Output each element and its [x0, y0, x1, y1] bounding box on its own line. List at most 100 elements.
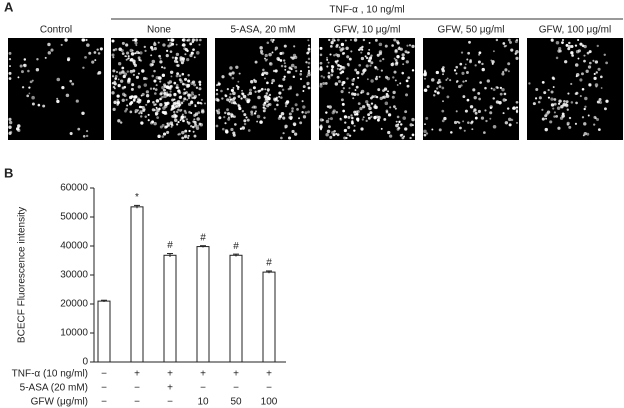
cell — [333, 54, 336, 57]
cell — [396, 127, 400, 131]
cell — [344, 121, 347, 124]
cell — [515, 56, 519, 60]
cell — [166, 93, 170, 97]
cell — [257, 95, 261, 100]
cell — [575, 101, 578, 105]
cell — [439, 81, 442, 84]
cell — [182, 100, 185, 102]
cell — [406, 44, 409, 47]
cell — [532, 102, 536, 106]
cell — [250, 112, 254, 116]
cell — [151, 59, 156, 64]
cell — [343, 136, 347, 140]
y-axis-label: BCECF Fluorescence intensity — [17, 207, 28, 343]
cell — [605, 61, 608, 65]
cell — [154, 92, 157, 95]
cell — [350, 50, 353, 53]
cell — [192, 48, 195, 52]
cell — [69, 132, 73, 136]
cell — [346, 132, 350, 137]
cell — [47, 42, 51, 47]
cell — [339, 118, 343, 121]
cell — [570, 101, 574, 104]
cell — [235, 84, 238, 87]
cell — [112, 56, 115, 59]
cell — [191, 40, 195, 44]
cell — [187, 134, 190, 137]
cell — [329, 53, 332, 56]
cell — [319, 53, 323, 57]
cell — [412, 133, 414, 136]
cell — [464, 109, 468, 113]
cell — [600, 87, 603, 89]
cell — [126, 80, 131, 84]
cell — [593, 115, 597, 119]
cell — [169, 90, 172, 93]
cell — [156, 108, 160, 113]
cell — [549, 120, 553, 124]
cell — [319, 82, 323, 86]
cell — [267, 96, 271, 101]
cell — [555, 41, 560, 45]
cell — [246, 118, 250, 122]
cell — [224, 111, 227, 115]
cell — [351, 116, 354, 120]
cell — [394, 49, 398, 53]
cell — [145, 77, 148, 80]
cell — [370, 96, 373, 100]
cell — [393, 38, 397, 42]
cell — [574, 44, 578, 47]
cell — [139, 51, 143, 55]
cell — [140, 105, 143, 108]
cell — [319, 61, 323, 65]
cell — [341, 102, 345, 106]
cell — [453, 69, 457, 72]
cell — [263, 101, 267, 105]
cell — [411, 69, 415, 72]
cell — [577, 57, 580, 60]
treatment-value: − — [134, 383, 140, 394]
cell — [268, 93, 272, 97]
cell — [192, 130, 195, 133]
cell — [196, 117, 200, 121]
cell — [127, 57, 130, 60]
treatment-value: − — [101, 383, 107, 394]
cell — [570, 44, 574, 48]
cell — [284, 65, 287, 68]
cell — [123, 72, 128, 76]
cell — [477, 91, 481, 95]
cell — [159, 103, 163, 107]
cell — [353, 124, 356, 127]
cell — [262, 68, 265, 72]
cell — [293, 45, 296, 48]
treatment-value: − — [233, 383, 239, 394]
cell — [515, 100, 519, 104]
cell — [146, 101, 149, 104]
cell — [175, 43, 178, 46]
cell — [557, 126, 561, 130]
cell — [483, 131, 486, 134]
cell — [335, 111, 339, 114]
cell — [436, 87, 439, 90]
bar — [97, 300, 111, 363]
cell — [336, 133, 340, 137]
cell — [356, 93, 360, 96]
cell — [471, 120, 474, 124]
cell — [270, 38, 273, 42]
cell — [118, 71, 122, 75]
cell — [399, 47, 403, 51]
cell — [581, 72, 584, 76]
cell — [515, 38, 519, 42]
cell — [170, 107, 174, 111]
cell — [455, 110, 458, 113]
cell — [176, 100, 181, 104]
cell — [280, 111, 285, 116]
cell — [365, 119, 368, 122]
cell — [361, 105, 366, 109]
cell — [178, 95, 182, 100]
cell — [159, 80, 162, 83]
cell — [396, 54, 400, 59]
cell — [97, 52, 101, 55]
cell — [405, 93, 409, 97]
cell — [392, 90, 396, 95]
